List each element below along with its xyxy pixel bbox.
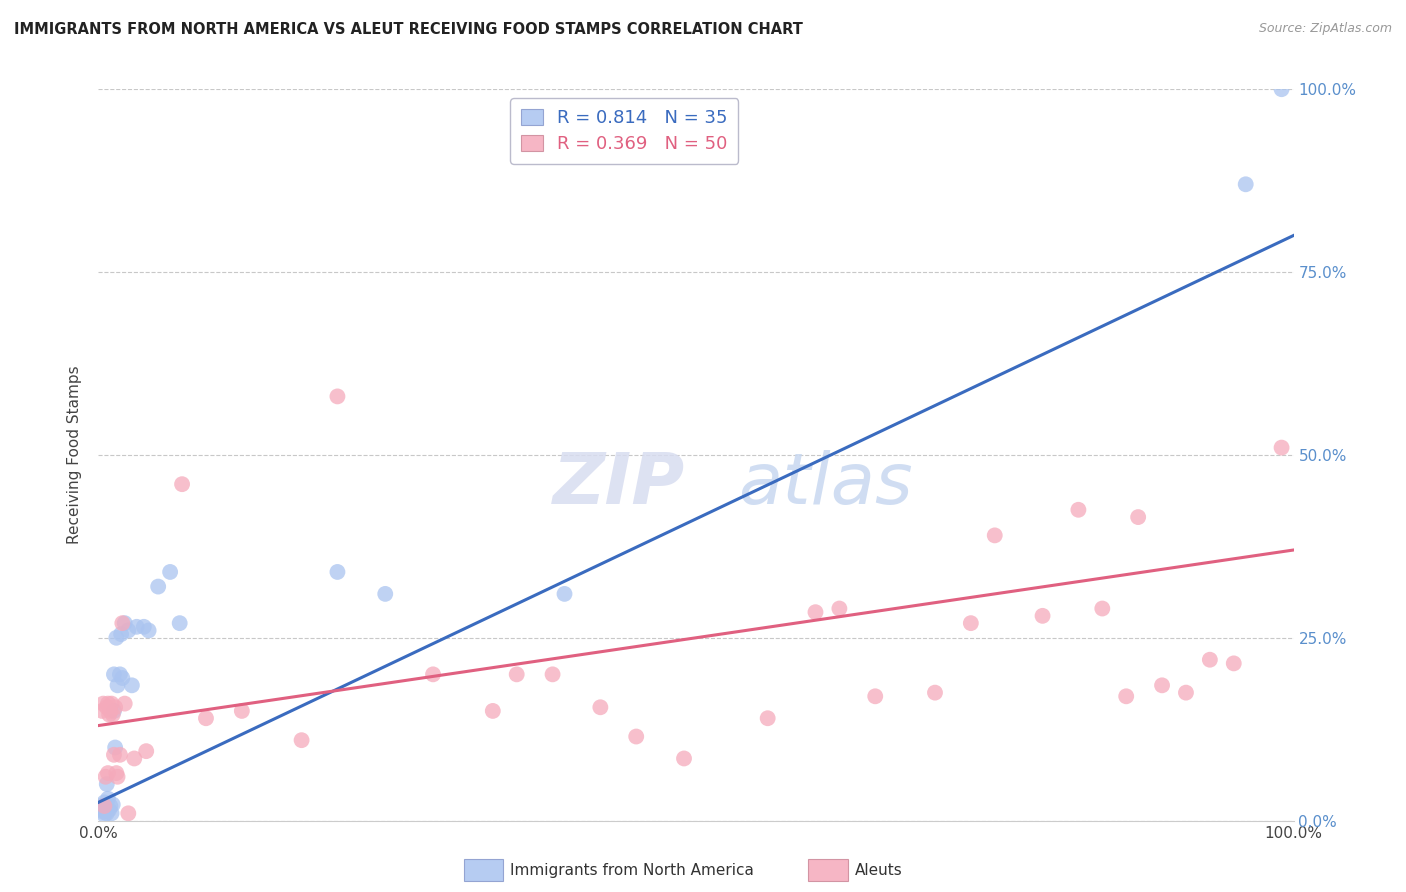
Point [804, 605, 827, 619]
Point [984, 528, 1007, 542]
Point [1234, 178, 1257, 192]
Point [554, 587, 576, 601]
Point [1128, 510, 1150, 524]
Point [96, 700, 118, 714]
Point [924, 686, 946, 700]
Point [97, 791, 120, 805]
Point [1271, 441, 1294, 455]
Point [96, 806, 118, 821]
Point [673, 751, 696, 765]
Point [91, 805, 114, 819]
Text: ZIP: ZIP [553, 450, 685, 518]
Point [107, 770, 129, 784]
Point [959, 616, 981, 631]
Point [169, 616, 191, 631]
Point [756, 711, 779, 725]
Point [114, 616, 136, 631]
Point [93, 799, 115, 814]
Point [93, 796, 115, 810]
Point [108, 667, 131, 681]
Point [97, 766, 120, 780]
Point [1198, 653, 1220, 667]
Point [94, 800, 117, 814]
Point [231, 704, 253, 718]
Point [148, 580, 170, 594]
Point [135, 744, 157, 758]
Point [100, 697, 122, 711]
Point [105, 631, 128, 645]
Point [101, 707, 124, 722]
Point [108, 747, 131, 762]
Point [541, 667, 564, 681]
Point [110, 627, 132, 641]
Point [105, 766, 128, 780]
Point [124, 751, 146, 765]
Point [94, 770, 117, 784]
Point [103, 667, 125, 681]
Point [422, 667, 444, 681]
Text: Immigrants from North America: Immigrants from North America [510, 863, 754, 878]
Point [103, 704, 125, 718]
Point [506, 667, 529, 681]
Point [93, 807, 115, 822]
Point [125, 620, 148, 634]
Point [1032, 608, 1054, 623]
Point [374, 587, 396, 601]
Point [138, 624, 160, 638]
Point [132, 620, 155, 634]
Point [481, 704, 505, 718]
Point [114, 697, 136, 711]
Point [117, 806, 139, 821]
Point [1175, 686, 1198, 700]
Point [828, 601, 851, 615]
Point [326, 389, 349, 403]
Text: Aleuts: Aleuts [855, 863, 903, 878]
Point [1091, 601, 1114, 615]
Point [1222, 657, 1246, 671]
Point [91, 704, 114, 718]
Point [100, 806, 122, 821]
Point [1115, 690, 1137, 704]
Point [117, 624, 139, 638]
Point [111, 616, 134, 631]
Point [107, 678, 129, 692]
Point [1271, 82, 1294, 96]
Text: atlas: atlas [738, 450, 912, 518]
Point [96, 777, 118, 791]
Point [98, 803, 121, 817]
Point [194, 711, 218, 725]
Point [104, 740, 127, 755]
Point [91, 697, 114, 711]
Point [98, 799, 122, 814]
Text: IMMIGRANTS FROM NORTH AMERICA VS ALEUT RECEIVING FOOD STAMPS CORRELATION CHART: IMMIGRANTS FROM NORTH AMERICA VS ALEUT R… [14, 22, 803, 37]
Point [104, 700, 127, 714]
Point [1150, 678, 1173, 692]
Point [98, 704, 122, 718]
Point [97, 697, 120, 711]
Point [121, 678, 143, 692]
Point [589, 700, 612, 714]
Point [103, 747, 125, 762]
Point [91, 803, 114, 817]
Point [101, 797, 124, 812]
Point [626, 730, 648, 744]
Point [863, 690, 887, 704]
Point [172, 477, 194, 491]
Point [1067, 503, 1090, 517]
Point [111, 671, 134, 685]
Point [326, 565, 349, 579]
Text: Source: ZipAtlas.com: Source: ZipAtlas.com [1258, 22, 1392, 36]
Point [98, 707, 121, 722]
Y-axis label: Receiving Food Stamps: Receiving Food Stamps [67, 366, 83, 544]
Point [159, 565, 181, 579]
Point [90, 799, 112, 814]
Legend: R = 0.814   N = 35, R = 0.369   N = 50: R = 0.814 N = 35, R = 0.369 N = 50 [510, 98, 738, 163]
Point [291, 733, 314, 747]
